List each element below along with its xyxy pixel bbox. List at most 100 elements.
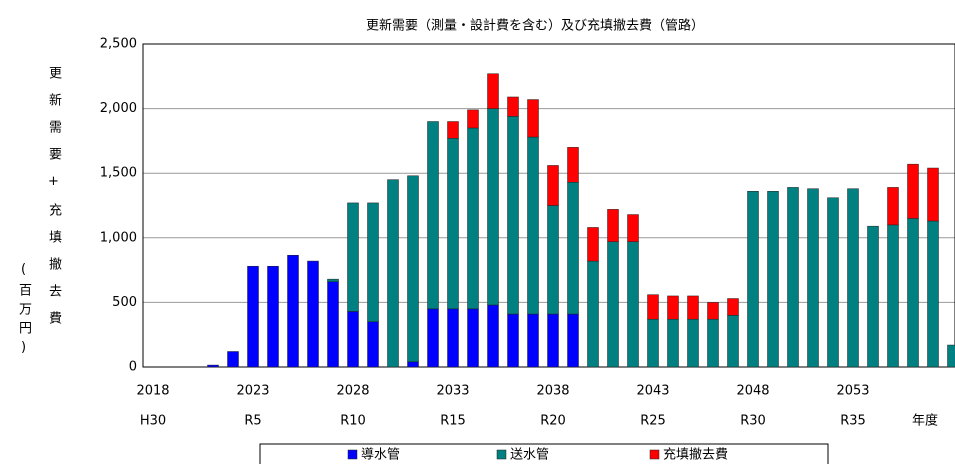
bar-segment xyxy=(507,116,519,315)
legend-label: 充填撤去費 xyxy=(663,447,728,463)
bar-segment xyxy=(567,181,579,315)
bar-segment xyxy=(607,209,619,242)
bar-segment xyxy=(547,313,559,368)
bar-segment xyxy=(367,202,379,323)
bar-segment xyxy=(267,265,279,368)
chart-title: 更新需要（測量・設計費を含む）及び充填撤去費（管路） xyxy=(366,18,704,34)
bar-segment xyxy=(447,308,459,368)
y-axis-label: 更新需要+充填撤去費 xyxy=(46,66,61,338)
bar-segment xyxy=(467,308,479,368)
era-label: R5 xyxy=(244,414,261,429)
bar-segment xyxy=(847,188,859,368)
bar-segment xyxy=(707,318,719,368)
bar-segment xyxy=(367,321,379,368)
bar-segment xyxy=(487,304,499,368)
legend-label: 送水管 xyxy=(510,448,549,463)
x-tick-label: 2048 xyxy=(736,384,769,399)
bar-segment xyxy=(547,165,559,206)
y-tick-label: 2,000 xyxy=(100,101,137,116)
bar-segment xyxy=(507,313,519,368)
legend-swatch xyxy=(649,449,660,460)
bar-segment xyxy=(507,96,519,117)
bar-segment xyxy=(527,136,539,315)
bar-segment xyxy=(907,218,919,368)
bar-segment xyxy=(227,351,239,368)
x-tick-label: 2038 xyxy=(536,384,569,399)
era-label: R30 xyxy=(740,414,766,429)
bar-segment xyxy=(767,191,779,368)
bar-segment xyxy=(667,318,679,368)
y-tick-label: 1,500 xyxy=(100,166,137,181)
x-tick-label: 2043 xyxy=(636,384,669,399)
bar-segment xyxy=(407,175,419,363)
bar-segment xyxy=(867,225,879,368)
y-tick-label: 1,000 xyxy=(100,230,137,245)
era-label: H30 xyxy=(140,414,166,429)
bar-segment xyxy=(747,191,759,368)
bar-segment xyxy=(387,179,399,368)
bar-segment xyxy=(927,167,939,222)
bar-segment xyxy=(827,197,839,368)
bar-segment xyxy=(427,121,439,310)
x-tick-label: 2033 xyxy=(436,384,469,399)
bar-segment xyxy=(667,295,679,320)
bar-segment xyxy=(327,281,339,368)
era-label: R25 xyxy=(640,414,666,429)
bar-segment xyxy=(927,220,939,368)
bar-segment xyxy=(647,294,659,320)
bar-segment xyxy=(407,361,419,368)
bar-segment xyxy=(727,298,739,316)
era-label: R15 xyxy=(440,414,466,429)
era-label: R10 xyxy=(340,414,366,429)
bar-segment xyxy=(807,188,819,368)
bar-segment xyxy=(487,73,499,109)
bar-segment xyxy=(467,109,479,129)
bar-segment xyxy=(587,227,599,262)
bar-segment xyxy=(587,260,599,368)
bar-segment xyxy=(287,254,299,368)
x-tick-label: 2018 xyxy=(136,384,169,399)
bar-segment xyxy=(567,313,579,368)
bar-segment xyxy=(447,121,459,139)
bar-segment xyxy=(247,265,259,368)
bar-segment xyxy=(527,313,539,368)
bar-segment xyxy=(447,138,459,310)
x-tick-label: 2053 xyxy=(836,384,869,399)
bar-segment xyxy=(607,241,619,368)
legend-box xyxy=(259,443,829,464)
bar-segment xyxy=(307,260,319,368)
x-tick-label: 2023 xyxy=(236,384,269,399)
x-axis-unit: 年度 xyxy=(912,413,938,429)
bar-segment xyxy=(347,202,359,312)
y-tick-label: 500 xyxy=(112,295,137,310)
bar-segment xyxy=(487,108,499,306)
bar-segment xyxy=(947,344,955,368)
legend-label: 導水管 xyxy=(361,448,400,463)
bar-segment xyxy=(207,364,219,368)
y-tick-label: 0 xyxy=(129,360,137,375)
bar-segment xyxy=(467,127,479,310)
bar-segment xyxy=(647,318,659,368)
bar-segment xyxy=(347,311,359,368)
era-label: R20 xyxy=(540,414,566,429)
bar-segment xyxy=(887,187,899,226)
y-tick-label: 2,500 xyxy=(100,37,137,52)
legend-swatch xyxy=(496,449,507,460)
legend-swatch xyxy=(347,449,358,460)
x-tick-label: 2028 xyxy=(336,384,369,399)
bar-segment xyxy=(627,214,639,242)
y-axis-unit: (百万円) xyxy=(16,262,31,361)
bar-segment xyxy=(907,163,919,219)
era-label: R35 xyxy=(840,414,866,429)
bar-segment xyxy=(707,302,719,320)
bar-segment xyxy=(787,187,799,368)
bar-segment xyxy=(627,241,639,368)
bar-segment xyxy=(327,278,339,282)
bar-segment xyxy=(547,205,559,315)
bar-segment xyxy=(887,224,899,368)
bar-segment xyxy=(427,308,439,368)
bar-segment xyxy=(687,295,699,320)
bar-segment xyxy=(527,99,539,138)
